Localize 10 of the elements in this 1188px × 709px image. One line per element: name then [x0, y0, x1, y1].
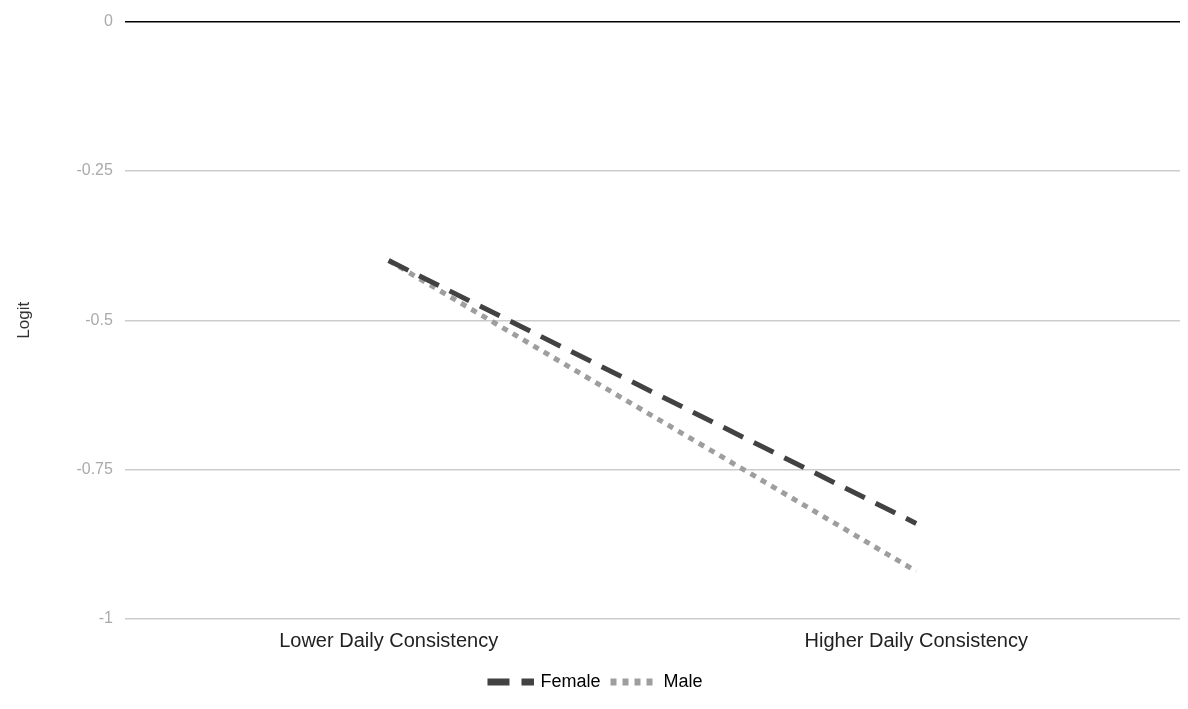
- y-tick-label: -0.5: [85, 310, 113, 328]
- x-tick-label: Lower Daily Consistency: [279, 628, 499, 651]
- legend-label: Male: [663, 670, 703, 691]
- y-tick-label: -1: [98, 609, 113, 627]
- y-axis-title: Logit: [13, 301, 33, 339]
- x-tick-label: Higher Daily Consistency: [804, 628, 1028, 651]
- y-tick-label: 0: [103, 12, 113, 30]
- legend-label: Female: [540, 670, 601, 691]
- y-tick-label: -0.75: [76, 460, 113, 478]
- y-tick-label: -0.25: [76, 161, 113, 179]
